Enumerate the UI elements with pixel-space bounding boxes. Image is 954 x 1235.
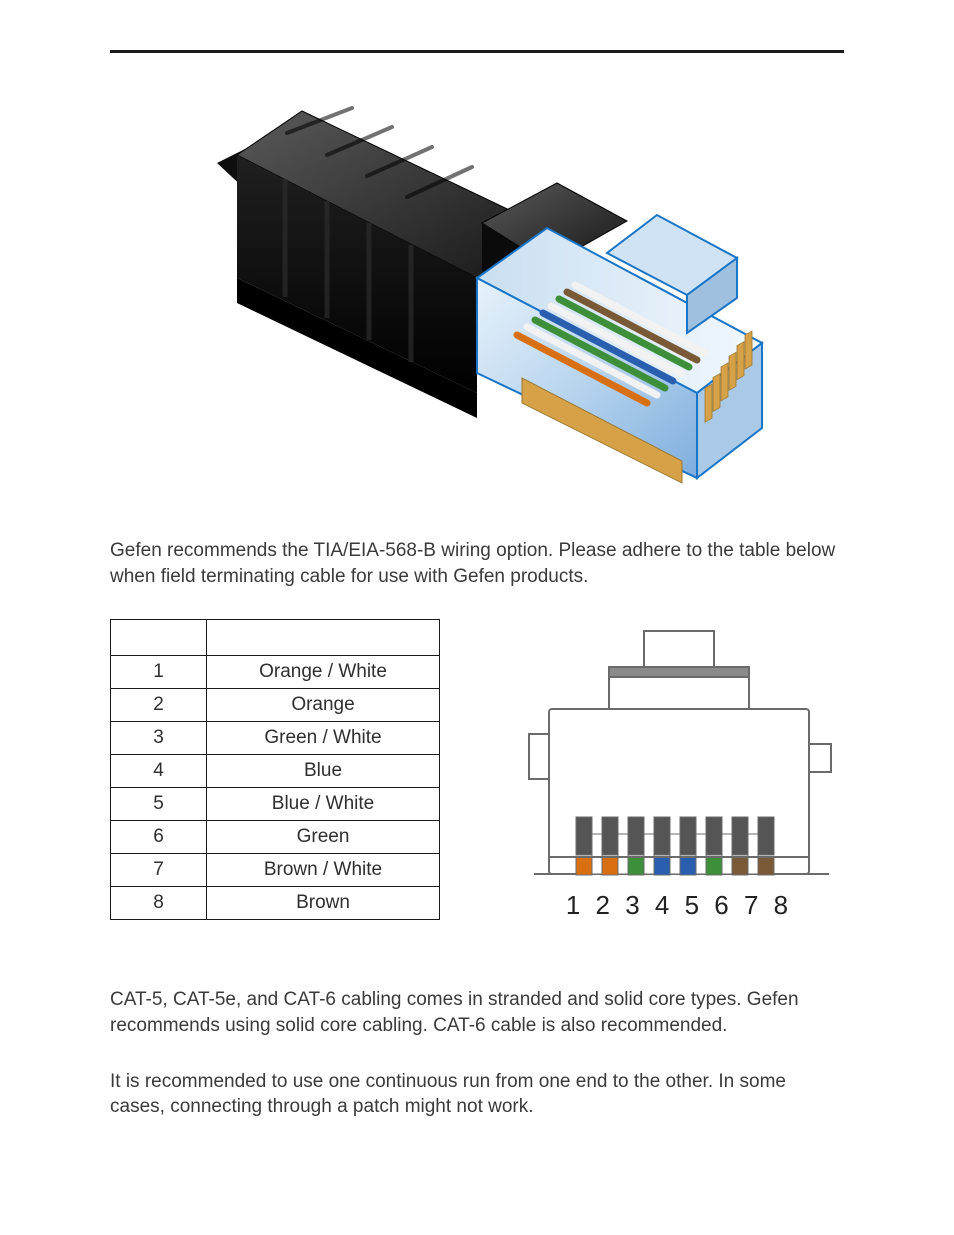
table-row: 8Brown [111,887,440,920]
intro-paragraph: Gefen recommends the TIA/EIA-568-B wirin… [110,538,844,589]
pin-cell: 5 [111,788,207,821]
table-row: 6Green [111,821,440,854]
paragraph-2: CAT-5, CAT-5e, and CAT-6 cabling comes i… [110,987,844,1038]
table-row: 7Brown / White [111,854,440,887]
color-cell: Green [207,821,440,854]
table-row: 3Green / White [111,722,440,755]
color-cell: Orange [207,689,440,722]
color-cell: Green / White [207,722,440,755]
pin-cell: 8 [111,887,207,920]
paragraph-3: It is recommended to use one continuous … [110,1069,844,1120]
table-row: 1Orange / White [111,656,440,689]
header-color [207,620,440,656]
table-row: 2Orange [111,689,440,722]
document-page: Gefen recommends the TIA/EIA-568-B wirin… [0,0,954,1210]
rj45-3d-illustration [177,73,777,503]
color-cell: Blue / White [207,788,440,821]
pin-cell: 6 [111,821,207,854]
table-row: 4Blue [111,755,440,788]
color-cell: Blue [207,755,440,788]
pin-cell: 2 [111,689,207,722]
header-pin [111,620,207,656]
table-header-row [111,620,440,656]
color-cell: Brown [207,887,440,920]
top-rule [110,50,844,53]
rj45-front-diagram: 1 2 3 4 5 6 7 8 [514,619,844,939]
wiring-table: 1Orange / White2Orange3Green / White4Blu… [110,619,440,920]
pin-cell: 4 [111,755,207,788]
color-cell: Brown / White [207,854,440,887]
pin-cell: 3 [111,722,207,755]
color-cell: Orange / White [207,656,440,689]
pin-cell: 1 [111,656,207,689]
pin-labels: 1 2 3 4 5 6 7 8 [566,890,792,920]
pin-cell: 7 [111,854,207,887]
table-row: 5Blue / White [111,788,440,821]
mid-row: 1Orange / White2Orange3Green / White4Blu… [110,619,844,939]
